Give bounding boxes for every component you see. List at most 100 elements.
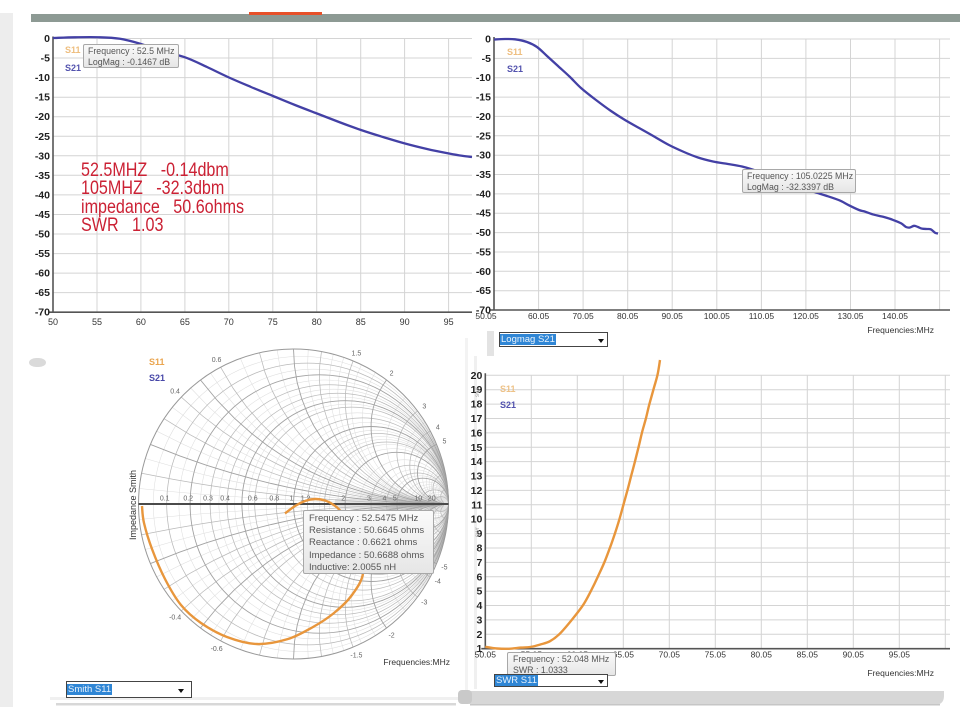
svg-text:-5: -5: [482, 53, 491, 65]
svg-text:50.05: 50.05: [475, 650, 497, 660]
svg-text:-25: -25: [476, 130, 491, 142]
svg-text:130.05: 130.05: [838, 311, 864, 321]
svg-text:15: 15: [471, 442, 483, 454]
svg-text:Frequencies:MHz: Frequencies:MHz: [867, 668, 934, 678]
svg-text:90.05: 90.05: [662, 311, 684, 321]
svg-text:Frequencies:MHz: Frequencies:MHz: [867, 325, 934, 335]
svg-text:100.05: 100.05: [704, 311, 730, 321]
svg-text:2: 2: [390, 371, 394, 378]
svg-text:80.05: 80.05: [617, 311, 639, 321]
svg-text:2: 2: [341, 496, 345, 503]
svg-text:-5: -5: [441, 564, 447, 571]
svg-text:Frequencies:MHz: Frequencies:MHz: [383, 657, 450, 667]
svg-text:8: 8: [476, 543, 482, 555]
svg-text:90: 90: [400, 317, 410, 327]
svg-text:0.1: 0.1: [160, 496, 170, 503]
svg-text:-45: -45: [35, 209, 50, 221]
svg-text:17: 17: [471, 413, 483, 425]
svg-text:S21: S21: [507, 64, 523, 74]
svg-text:140.05: 140.05: [882, 311, 908, 321]
svg-text:S11: S11: [507, 47, 523, 57]
svg-text:swr: swr: [474, 526, 481, 537]
svg-text:60: 60: [136, 317, 146, 327]
svg-text:-35: -35: [35, 170, 50, 182]
svg-text:1: 1: [476, 643, 482, 655]
svg-text:-40: -40: [35, 189, 50, 201]
svg-text:-50: -50: [35, 229, 50, 241]
svg-text:-40: -40: [476, 188, 491, 200]
svg-text:-30: -30: [476, 150, 491, 162]
svg-text:S11: S11: [149, 357, 165, 367]
svg-text:95.05: 95.05: [889, 650, 911, 660]
svg-text:-4: -4: [435, 578, 441, 585]
svg-text:0.4: 0.4: [220, 496, 230, 503]
svg-text:-15: -15: [35, 92, 50, 104]
svg-text:-35: -35: [476, 169, 491, 181]
svg-text:S11: S11: [500, 384, 516, 394]
svg-text:-15: -15: [476, 92, 491, 104]
svg-text:-65: -65: [476, 285, 491, 297]
svg-text:13: 13: [471, 471, 483, 483]
svg-text:S21: S21: [149, 373, 165, 383]
svg-text:95: 95: [444, 317, 454, 327]
svg-text:-65: -65: [35, 287, 50, 299]
svg-text:65.05: 65.05: [613, 650, 635, 660]
svg-text:16: 16: [471, 427, 483, 439]
svg-text:60.05: 60.05: [528, 311, 550, 321]
svg-text:70.05: 70.05: [572, 311, 594, 321]
svg-text:9: 9: [476, 528, 482, 540]
svg-text:10: 10: [414, 496, 422, 503]
svg-text:50.05: 50.05: [475, 311, 497, 321]
svg-text:-20: -20: [35, 111, 50, 123]
svg-text:55: 55: [92, 317, 102, 327]
svg-text:85: 85: [356, 317, 366, 327]
svg-text:0.8: 0.8: [269, 496, 279, 503]
svg-text:-60: -60: [476, 266, 491, 278]
svg-text:12: 12: [471, 485, 483, 497]
svg-text:3: 3: [367, 496, 371, 503]
svg-text:5: 5: [476, 586, 482, 598]
svg-text:-55: -55: [476, 247, 491, 259]
svg-text:4: 4: [383, 496, 387, 503]
svg-text:5: 5: [393, 496, 397, 503]
svg-text:80.05: 80.05: [751, 650, 773, 660]
svg-text:-45: -45: [476, 208, 491, 220]
svg-text:1.2: 1.2: [301, 496, 311, 503]
svg-text:7: 7: [476, 557, 482, 569]
svg-text:50: 50: [48, 317, 58, 327]
svg-text:6: 6: [476, 571, 482, 583]
svg-text:14: 14: [471, 456, 483, 468]
svg-text:-60: -60: [35, 268, 50, 280]
svg-text:0.6: 0.6: [248, 496, 258, 503]
svg-text:-5: -5: [41, 53, 50, 65]
svg-text:-25: -25: [35, 131, 50, 143]
svg-text:-2: -2: [388, 632, 394, 639]
svg-text:80: 80: [312, 317, 322, 327]
svg-text:0.2: 0.2: [183, 496, 193, 503]
svg-text:-70: -70: [35, 307, 50, 319]
svg-text:65: 65: [180, 317, 190, 327]
svg-text:-0.6: -0.6: [211, 646, 223, 653]
svg-text:5: 5: [442, 439, 446, 446]
svg-text:S21: S21: [65, 63, 81, 73]
svg-text:0: 0: [44, 33, 50, 45]
svg-text:S11: S11: [65, 45, 81, 55]
svg-text:70.05: 70.05: [659, 650, 681, 660]
svg-text:19: 19: [471, 384, 483, 396]
svg-text:11: 11: [471, 499, 482, 511]
svg-text:4: 4: [476, 600, 482, 612]
svg-text:0.3: 0.3: [203, 496, 213, 503]
svg-text:70: 70: [224, 317, 234, 327]
svg-text:-70: -70: [476, 305, 491, 317]
svg-text:2: 2: [476, 629, 482, 641]
svg-text:3: 3: [476, 614, 482, 626]
svg-text:4: 4: [436, 425, 440, 432]
svg-text:-55: -55: [35, 248, 50, 260]
svg-text:-50: -50: [476, 227, 491, 239]
svg-text:S21: S21: [500, 400, 516, 410]
svg-text:18: 18: [471, 399, 483, 411]
svg-text:1.5: 1.5: [352, 351, 362, 358]
svg-text:-20: -20: [476, 111, 491, 123]
svg-text:10: 10: [471, 514, 483, 526]
svg-text:0.4: 0.4: [170, 389, 180, 396]
